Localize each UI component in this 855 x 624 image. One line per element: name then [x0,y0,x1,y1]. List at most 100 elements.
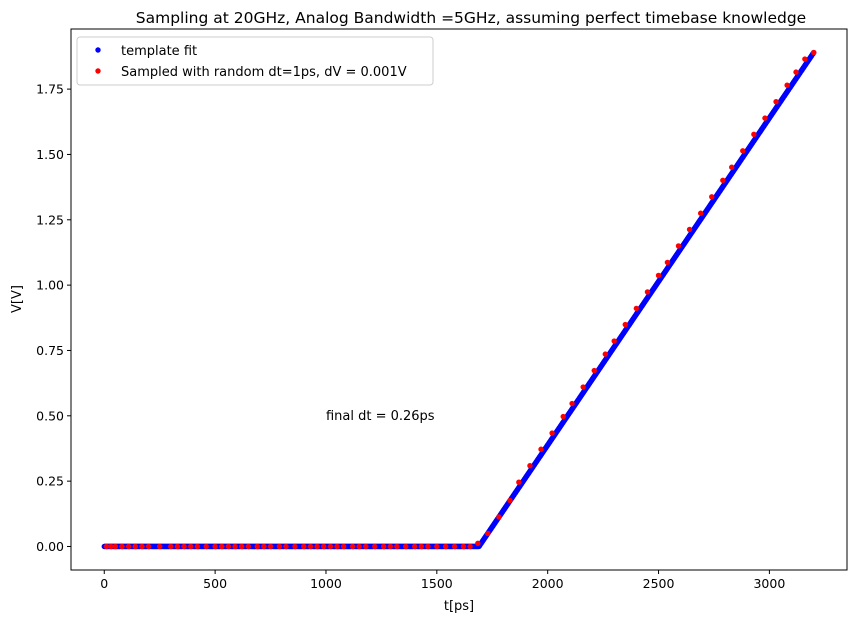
plot-frame [70,28,848,571]
sampled-point [363,543,369,550]
sampled-point [334,543,340,550]
y-tick-label: 1.75 [36,82,64,97]
sampled-point [356,543,362,550]
legend-label-sampled: Sampled with random dt=1ps, dV = 0.001V [121,65,407,80]
sampled-point [591,367,597,374]
sampled-point [418,543,425,550]
legend-marker-template-fit [95,47,101,53]
sampled-point [380,543,387,550]
sampled-point [125,543,132,550]
y-tick-label: 1.25 [36,212,64,227]
chart-title: Sampling at 20GHz, Analog Bandwidth =5GH… [136,9,806,27]
data-layer [101,49,817,550]
sampled-point [560,413,566,420]
sampled-point [686,226,693,233]
ticks-layer: 0 500 1000 1500 2000 2500 3000 0.00 0.25 0.50 0.75… [36,82,785,591]
sampled-point [784,82,790,88]
sampled-point [245,543,252,550]
sampled-point [425,543,431,550]
annotation-final-dt: final dt = 0.26ps [326,409,435,424]
sampled-point [292,543,298,550]
sampled-point [301,543,307,550]
sampled-point [709,194,715,200]
sampled-point [119,543,125,550]
sampled-point [538,446,544,452]
sampled-point [225,543,232,550]
sampled-point [174,543,181,550]
y-tick-label: 1.50 [36,147,64,162]
sampled-point [793,69,799,75]
y-tick-label: 1.00 [36,278,64,293]
x-tick-label: 500 [203,576,227,591]
sampled-point [802,56,808,62]
sampled-point [254,543,260,550]
sampled-point [394,543,400,550]
x-axis-label: t[ps] [444,599,474,614]
series-template-fit [101,49,817,550]
sampled-point [633,305,640,312]
sampled-point [507,497,513,504]
sampled-point [496,514,502,520]
y-tick-label: 0.25 [36,474,64,489]
sampled-point [327,543,334,550]
sampled-point [664,259,671,266]
sampled-point [168,543,174,550]
sampled-point [773,98,779,105]
sampled-point [145,543,152,550]
sampled-point [181,543,187,550]
legend: template fit Sampled with random dt=1ps,… [76,36,434,86]
sampled-point [740,148,746,154]
sampled-point [516,479,522,485]
sampled-point [475,540,481,547]
x-tick-label: 1500 [421,576,453,591]
y-tick-label: 0.50 [36,408,64,423]
sampled-point [697,210,704,216]
y-tick-label: 0.00 [36,539,64,554]
sampled-point [527,463,533,469]
sampled-point [239,543,245,550]
sampled-point [314,543,320,550]
sampled-point [411,543,418,550]
sampled-point [485,530,491,537]
sampled-point [139,543,145,550]
sampled-point [387,543,393,550]
sampled-point [108,543,114,550]
sampled-point [349,543,356,550]
sampled-point [283,543,289,550]
sampled-point [372,543,378,550]
sampled-point [720,177,726,184]
y-tick-label: 0.75 [36,343,64,358]
sampled-point [580,384,586,390]
y-axis-label: V[V] [10,285,25,313]
sampled-point [276,543,283,550]
sampled-point [194,543,201,550]
sampled-point [219,543,225,550]
x-tick-label: 3000 [753,576,785,591]
sampled-point [132,543,138,550]
sampled-point [203,543,209,550]
sampled-point [467,543,473,550]
sampled-point [403,543,409,550]
sampled-point [261,543,267,550]
sampled-point [451,543,458,550]
x-tick-label: 2000 [532,576,564,591]
sampled-point [611,338,617,344]
sampled-point [549,430,555,436]
sampled-point [675,243,682,249]
x-tick-label: 0 [100,576,108,591]
x-tick-label: 1000 [310,576,342,591]
series-sampled [103,49,817,550]
sampled-point [602,351,609,357]
sampled-point [103,543,110,550]
sampled-point [112,543,119,550]
legend-marker-sampled [95,68,101,74]
sampled-point [569,400,575,407]
sampled-point [443,543,449,550]
sampled-point [341,543,347,550]
sampled-point [212,543,218,550]
sampled-point [811,49,817,56]
sampled-point [751,131,757,138]
sampled-point [232,543,238,550]
sampled-point [434,543,440,550]
sampled-point [156,543,163,550]
